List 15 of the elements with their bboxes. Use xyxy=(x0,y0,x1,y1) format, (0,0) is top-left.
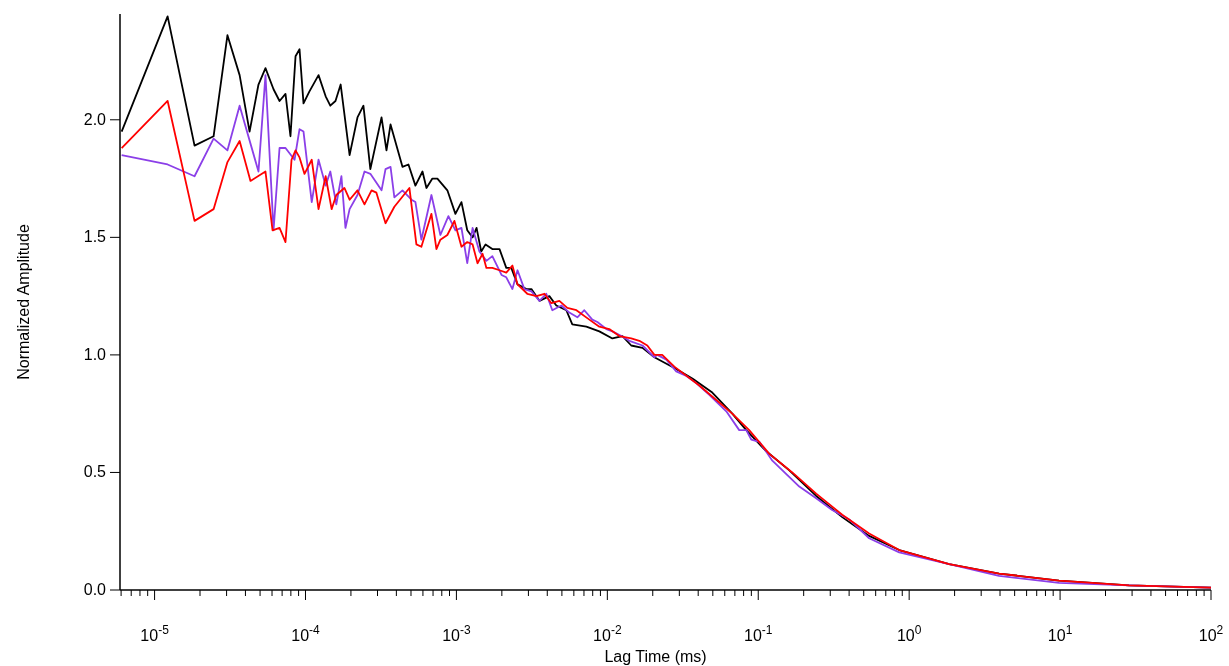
x-tick-label: 10$^{0}$ xyxy=(896,623,922,644)
x-tick-label: 10$^{-2}$ xyxy=(593,623,622,644)
x-tick-label: 10$^{-5}$ xyxy=(140,623,170,644)
y-axis-title: Normalized Amplitude xyxy=(15,224,32,380)
x-tick-label: 10$^{-1}$ xyxy=(744,623,773,644)
x-axis-title: Lag Time (ms) xyxy=(604,648,707,665)
y-tick-label: 1.5 xyxy=(83,228,107,246)
x-tick-label: 10$^{2}$ xyxy=(1198,623,1224,644)
x-tick-label: 10$^{-4}$ xyxy=(291,623,321,644)
y-tick-label: 1.0 xyxy=(83,345,107,363)
y-tick-label: 0.0 xyxy=(83,581,107,598)
y-tick-label: 0.5 xyxy=(83,463,107,481)
x-tick-label: 10$^{-3}$ xyxy=(442,623,471,644)
y-tick-label: 2.0 xyxy=(83,110,107,128)
x-tick-label: 10$^{1}$ xyxy=(1047,623,1073,644)
